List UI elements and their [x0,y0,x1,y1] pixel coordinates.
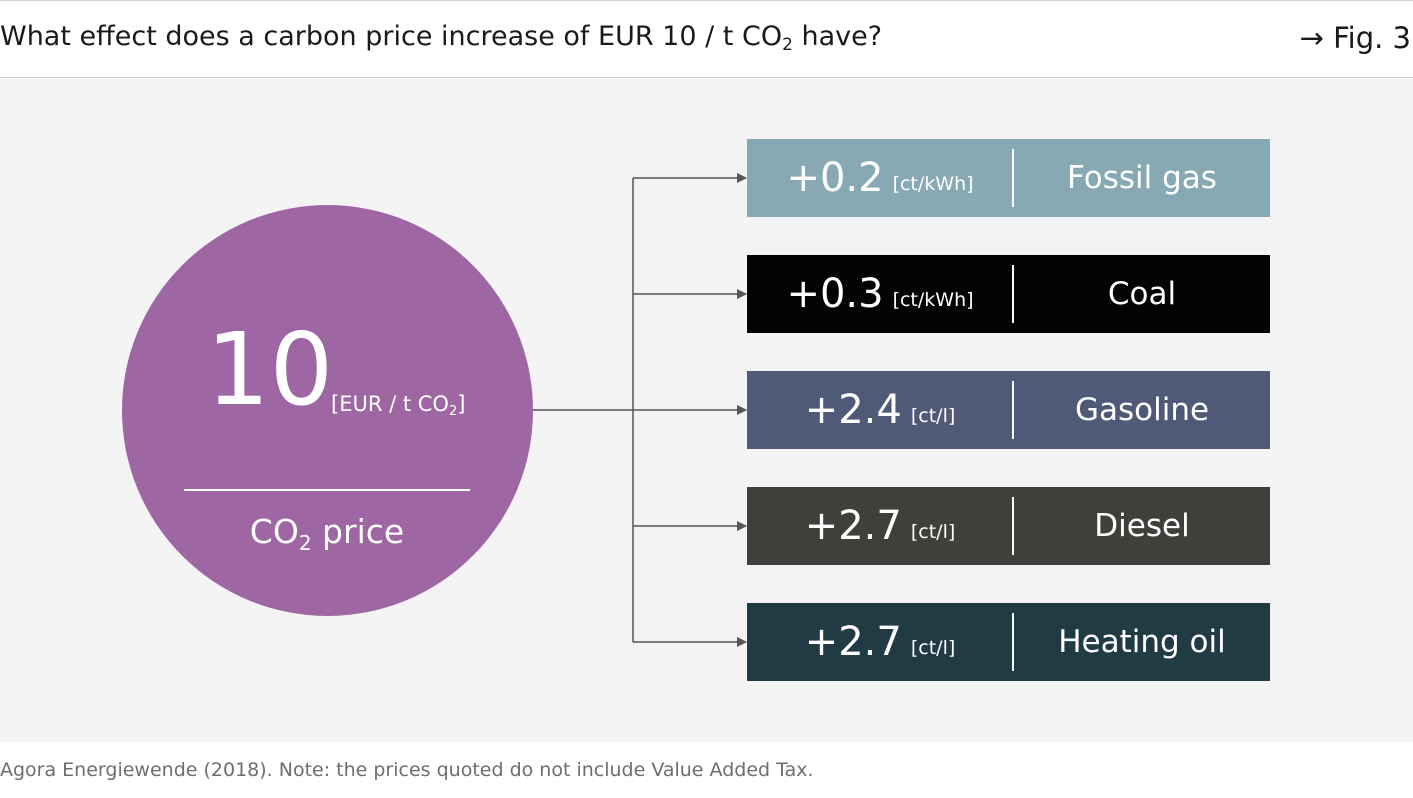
increase-value: +2.7 [804,503,902,549]
increase-value: +2.4 [804,387,902,433]
fuel-box-diesel: +2.7 [ct/l] Diesel [747,487,1270,565]
increase-unit: [ct/kWh] [892,173,974,195]
box-separator [1012,497,1014,555]
increase-value: +0.3 [786,271,884,317]
price-increase: +2.7 [ct/l] [747,603,1013,681]
fuel-label: Coal [1107,276,1177,312]
fuel-box-fossil-gas: +0.2 [ct/kWh] Fossil gas [747,139,1270,217]
figure-title: What effect does a carbon price increase… [0,21,883,55]
price-increase: +2.4 [ct/l] [747,371,1013,449]
co2-price-unit: [EUR / t CO2] [331,392,466,419]
price-increase: +2.7 [ct/l] [747,487,1013,565]
fuel-box-heating-oil: +2.7 [ct/l] Heating oil [747,603,1270,681]
circle-divider [184,489,470,491]
fuel-box-coal: +0.3 [ct/kWh] Coal [747,255,1270,333]
price-increase: +0.3 [ct/kWh] [747,255,1013,333]
price-increase: +0.2 [ct/kWh] [747,139,1013,217]
figure-reference: → Fig. 3 [1299,21,1411,55]
fuel-label: Heating oil [1058,624,1226,660]
box-separator [1012,381,1014,439]
increase-unit: [ct/l] [910,637,956,659]
co2-price-label: CO2 price [249,512,405,555]
increase-unit: [ct/l] [910,521,956,543]
increase-value: +0.2 [786,155,884,201]
box-separator [1012,265,1014,323]
box-separator [1012,613,1014,671]
co2-price-value: 10 [206,311,334,428]
fuel-box-gasoline: +2.4 [ct/l] Gasoline [747,371,1270,449]
increase-value: +2.7 [804,619,902,665]
fuel-label: Gasoline [1074,392,1210,428]
co2-price-circle [122,205,533,616]
fuel-label: Diesel [1094,508,1190,544]
header: What effect does a carbon price increase… [0,0,1413,78]
source-note: Agora Energiewende (2018). Note: the pri… [0,759,814,781]
fuel-label: Fossil gas [1067,160,1217,196]
box-separator [1012,149,1014,207]
increase-unit: [ct/kWh] [892,289,974,311]
increase-unit: [ct/l] [910,405,956,427]
